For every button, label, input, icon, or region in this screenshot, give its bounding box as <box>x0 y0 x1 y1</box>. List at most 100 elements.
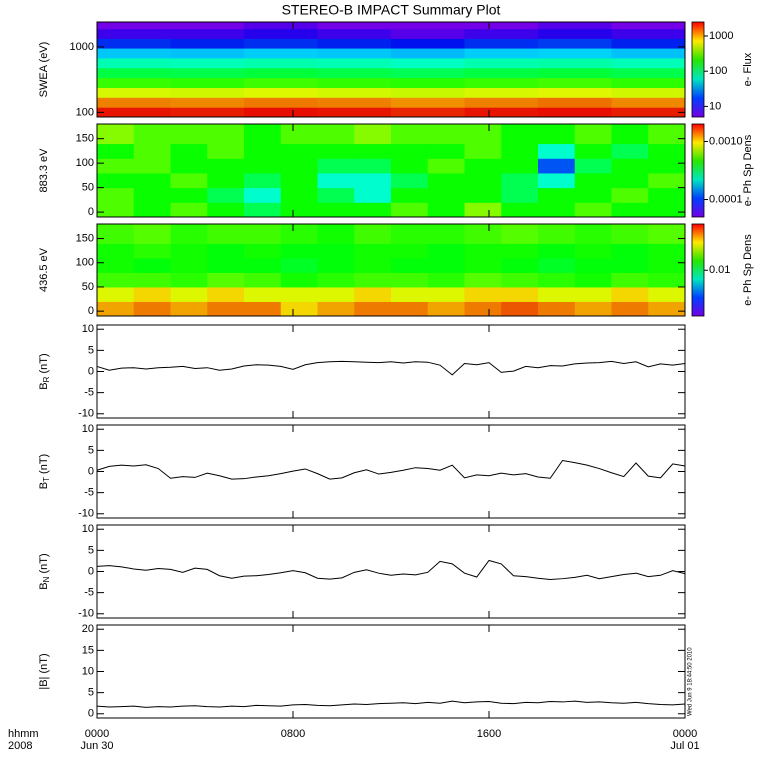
heatmap-cell <box>244 202 282 218</box>
heatmap-cell <box>574 224 612 244</box>
heatmap-cell <box>317 187 355 203</box>
y-tick-label: -5 <box>84 587 94 599</box>
heatmap-cell <box>317 272 355 288</box>
timestamp: Wed Jun 9 18:44:50 2010 <box>688 647 694 716</box>
heatmap-cell <box>427 224 465 244</box>
colorbar <box>691 21 705 118</box>
heatmap-cell <box>97 224 135 244</box>
heatmap-cell <box>244 124 282 145</box>
heatmap-cell <box>648 243 686 259</box>
y-axis-label-text: SWEA (eV) <box>38 42 50 98</box>
heatmap-cell <box>611 224 649 244</box>
heatmap-cell <box>611 87 686 98</box>
y-tick-label: 50 <box>82 182 94 194</box>
heatmap-cell <box>244 97 318 108</box>
heatmap-cell <box>611 158 649 174</box>
heatmap-cell <box>427 124 465 145</box>
heatmap-cell <box>97 22 171 30</box>
y-tick-label: -5 <box>84 387 94 399</box>
heatmap-cell <box>244 158 282 174</box>
heatmap-cell <box>391 143 429 159</box>
heatmap-cell <box>501 172 539 189</box>
heatmap-cell <box>501 286 539 302</box>
heatmap-cell <box>244 272 282 288</box>
heatmap-cell <box>538 124 576 145</box>
heatmap-cell <box>170 257 208 273</box>
heatmap-cell <box>170 87 245 98</box>
y-axis-label: SWEA (eV) <box>38 42 50 98</box>
heatmap-cell <box>133 286 171 302</box>
heatmap-cell <box>317 22 392 30</box>
heatmap-cell <box>464 187 502 203</box>
heatmap-cell <box>391 257 429 273</box>
heatmap-cell <box>133 172 171 189</box>
heatmap-cell <box>170 107 245 118</box>
heatmap-cell <box>280 301 318 317</box>
heatmap-cell <box>244 77 318 88</box>
heatmap-cell <box>244 243 282 259</box>
heatmap-cell <box>97 48 171 59</box>
panel-frame <box>96 624 686 719</box>
heatmap-cell <box>317 57 392 69</box>
heatmap-cell <box>170 77 245 88</box>
heatmap-cell <box>611 38 686 49</box>
heatmap-cell <box>170 272 208 288</box>
heatmap-cell <box>317 48 392 59</box>
heatmap-cell <box>170 124 208 145</box>
heatmap-cell <box>538 38 612 49</box>
y-axis-label: |B| (nT) <box>38 653 50 689</box>
y-tick-label: 150 <box>76 133 94 145</box>
heatmap-cell <box>501 143 539 159</box>
heatmap-cell <box>207 143 245 159</box>
heatmap-cell <box>648 224 686 244</box>
heatmap-cell <box>97 87 171 98</box>
heatmap-cell <box>280 272 318 288</box>
heatmap-cell <box>464 202 502 218</box>
heatmap-cell <box>317 301 355 317</box>
heatmap-cell <box>611 67 686 79</box>
heatmap-cell <box>574 257 612 273</box>
y-tick-label: 10 <box>82 523 94 535</box>
heatmap-cell <box>170 38 245 49</box>
heatmap-cell <box>464 77 539 88</box>
heatmap-cell <box>538 301 576 317</box>
heatmap-cell <box>611 187 649 203</box>
heatmap-cell <box>354 187 392 203</box>
heatmap-cell <box>538 224 576 244</box>
heatmap-cell <box>427 257 465 273</box>
heatmap-cell <box>207 202 245 218</box>
heatmap-cell <box>501 224 539 244</box>
heatmap-cell <box>611 97 686 108</box>
x-tick-label: 0800 <box>281 728 305 740</box>
heatmap-cell <box>97 67 171 79</box>
heatmap-cell <box>391 22 465 30</box>
heatmap-cell <box>648 158 686 174</box>
heatmap-cell <box>427 158 465 174</box>
heatmap-cell <box>464 257 502 273</box>
heatmap-cell <box>244 67 318 79</box>
heatmap-cell <box>648 124 686 145</box>
heatmap-cell <box>391 286 429 302</box>
heatmap-cell <box>538 143 576 159</box>
heatmap-cell <box>574 124 612 145</box>
y-axis-label-unit: (nT) <box>38 553 50 576</box>
heatmap-cell <box>391 57 465 69</box>
heatmap-cell <box>170 202 208 218</box>
y-tick-label: 0 <box>88 708 94 720</box>
y-tick-label: 5 <box>88 344 94 356</box>
heatmap-cell <box>97 97 171 108</box>
heatmap-cell <box>611 257 649 273</box>
heatmap-cell <box>280 202 318 218</box>
heatmap-cell <box>427 301 465 317</box>
heatmap-cell <box>464 286 502 302</box>
heatmap-cell <box>317 286 355 302</box>
y-tick-label: 0 <box>88 305 94 317</box>
heatmap-cell <box>501 272 539 288</box>
y-axis-label-text: 883.3 eV <box>38 148 50 193</box>
heatmap-cell <box>464 48 539 59</box>
heatmap-cell <box>611 124 649 145</box>
heatmap-cell <box>391 107 465 118</box>
heatmap-cell <box>574 143 612 159</box>
heatmap-cell <box>354 224 392 244</box>
heatmap-cell <box>317 257 355 273</box>
